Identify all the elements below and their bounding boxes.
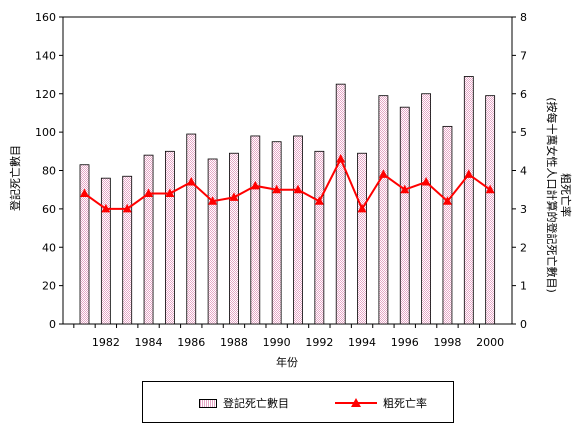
left-tick-label: 80 xyxy=(42,165,56,178)
rate-point-1987 xyxy=(208,196,218,205)
right-tick-label: 1 xyxy=(520,280,527,293)
bar-1990 xyxy=(271,141,282,325)
left-tick-label: 40 xyxy=(42,241,56,254)
rate-point-1994 xyxy=(357,203,367,213)
x-tick-label: 2000 xyxy=(476,336,504,349)
bar-1983 xyxy=(122,175,133,325)
right-tick-label: 0 xyxy=(520,318,527,331)
left-tick-label: 60 xyxy=(42,203,56,216)
bar-1995 xyxy=(378,95,389,325)
right-tick-label: 6 xyxy=(520,88,527,101)
rate-point-1981 xyxy=(80,188,89,198)
bar-1984 xyxy=(143,154,154,325)
x-tick-label: 1998 xyxy=(433,336,461,349)
right-tick-label: 3 xyxy=(520,203,527,216)
right-tick-label: 7 xyxy=(520,49,527,62)
bar-1989 xyxy=(250,135,261,325)
x-tick-label: 1988 xyxy=(220,336,248,349)
legend-item-line: 粗死亡率 xyxy=(335,395,427,411)
bar-1994 xyxy=(357,152,367,325)
x-tick-label: 1986 xyxy=(177,336,205,349)
rate-point-1993 xyxy=(336,153,346,163)
x-tick-label: 1996 xyxy=(391,336,419,349)
rate-point-1997 xyxy=(421,177,431,186)
rate-point-2000 xyxy=(485,184,495,194)
x-tick-label: 1990 xyxy=(263,336,291,349)
rate-point-1983 xyxy=(122,203,132,213)
right-tick-label: 5 xyxy=(520,126,527,139)
bar-2000 xyxy=(485,95,496,325)
rate-point-1989 xyxy=(250,180,260,190)
x-tick-label: 1984 xyxy=(135,336,163,349)
bar-1988 xyxy=(229,152,239,325)
left-axis: 0 20 40 60 80 100 120 140 160 xyxy=(35,11,63,331)
right-axis-label-line2: (按每十萬女性人口計算的登記死亡數目) xyxy=(545,97,559,293)
bar-1997 xyxy=(421,93,432,325)
rate-point-1998 xyxy=(442,196,452,205)
rate-point-1999 xyxy=(464,169,474,178)
bar-1999 xyxy=(463,76,474,325)
x-tick-label: 1982 xyxy=(92,336,120,349)
left-axis-label: 登記死亡數目 xyxy=(8,145,22,211)
right-tick-label: 2 xyxy=(520,241,527,254)
x-tick-label: 1994 xyxy=(348,336,376,349)
left-tick-label: 0 xyxy=(49,318,56,331)
bar-1992 xyxy=(314,150,325,325)
rate-point-1988 xyxy=(229,192,239,201)
right-tick-label: 4 xyxy=(520,165,527,178)
legend: 登記死亡數目 粗死亡率 xyxy=(142,381,454,423)
bar-1986 xyxy=(186,133,197,325)
rate-point-1985 xyxy=(165,188,175,198)
bar-1996 xyxy=(399,106,410,325)
rate-point-1982 xyxy=(101,203,111,213)
legend-line-label: 粗死亡率 xyxy=(383,397,427,410)
x-axis-label: 年份 xyxy=(276,355,298,369)
legend-bar-swatch xyxy=(199,398,217,408)
bar-series xyxy=(79,76,496,325)
x-axis: 1982 1984 1986 1988 1990 1992 1994 1996 1998 2000 xyxy=(73,324,504,349)
legend-bar-label: 登記死亡數目 xyxy=(223,397,289,410)
bar-1981 xyxy=(79,164,90,325)
right-axis: 0 1 2 3 4 5 6 7 8 xyxy=(512,11,527,331)
rate-point-1990 xyxy=(272,184,282,194)
left-tick-label: 20 xyxy=(42,280,56,293)
left-tick-label: 100 xyxy=(35,126,56,139)
plot-area xyxy=(62,16,513,325)
bar-1982 xyxy=(100,177,111,325)
line-series xyxy=(80,153,495,213)
left-tick-label: 160 xyxy=(35,11,56,24)
rate-point-1991 xyxy=(293,184,303,194)
bar-1985 xyxy=(164,150,175,325)
rate-point-1996 xyxy=(400,184,410,194)
legend-line-swatch xyxy=(335,397,377,409)
legend-item-bar: 登記死亡數目 xyxy=(199,395,289,411)
x-tick-label: 1992 xyxy=(305,336,333,349)
rate-point-1984 xyxy=(144,188,154,198)
bar-1991 xyxy=(293,135,303,325)
right-axis-label-line1: 粗死亡率 xyxy=(559,173,573,217)
bar-1998 xyxy=(442,125,453,325)
rate-line xyxy=(83,156,491,212)
rate-point-1995 xyxy=(378,169,388,178)
bar-1993 xyxy=(335,83,346,325)
left-tick-label: 120 xyxy=(35,88,56,101)
left-tick-label: 140 xyxy=(35,49,56,62)
rate-point-1986 xyxy=(186,177,196,186)
bar-1987 xyxy=(207,158,218,325)
rate-point-1992 xyxy=(314,196,324,205)
right-tick-label: 8 xyxy=(520,11,527,24)
